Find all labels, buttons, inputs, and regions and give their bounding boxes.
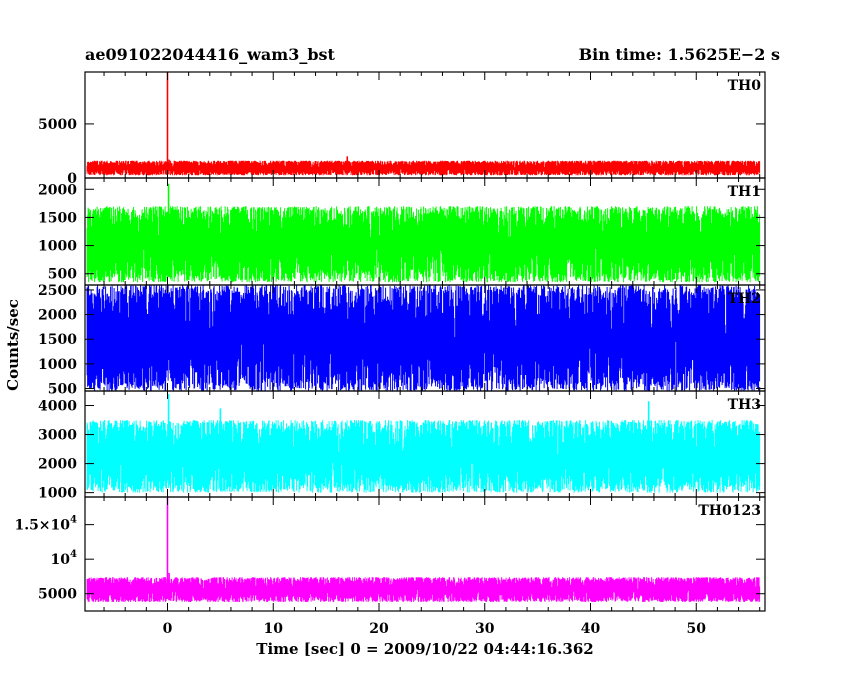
x-tick-label: 50 [687, 621, 707, 637]
x-tick-label: 0 [163, 621, 173, 637]
panel-th0123: 5000 104 1.5×104 TH0123 [14, 496, 766, 612]
series-th0123 [86, 577, 761, 602]
y-tick-exponent: 4 [70, 515, 77, 526]
x-tick-labels: 0 10 20 30 40 50 [163, 621, 707, 637]
y-tick-label-th2: 500 [48, 382, 77, 398]
panel-frame-th0123 [84, 496, 766, 612]
bin-time-label: Bin time: 1.5625E−2 s [579, 45, 780, 64]
y-tick-label-th0123: 1.5×104 [14, 515, 77, 534]
panel-label-th0: TH0 [728, 78, 762, 94]
y-tick-label-th3: 3000 [38, 428, 77, 444]
y-tick-label-th2: 2500 [38, 283, 77, 299]
y-tick-label-th3: 4000 [38, 399, 77, 415]
x-tick-label: 30 [475, 621, 495, 637]
panel-label-th0123: TH0123 [698, 503, 761, 519]
panel-th2: 500 1000 1500 2000 2500 TH2 [38, 283, 766, 398]
y-tick-label-th2: 1500 [38, 332, 77, 348]
y-tick-exponent: 4 [70, 549, 77, 560]
y-tick-label-th1: 500 [48, 267, 77, 283]
y-axis-label: Counts/sec [4, 299, 22, 391]
panels: 0 5000 TH0 500 1000 1500 2000 TH1 500 1000 1500 200… [14, 71, 766, 612]
panel-th1: 500 1000 1500 2000 TH1 [38, 177, 766, 286]
x-axis-label: Time [sec] 0 = 2009/10/22 04:44:16.362 [256, 640, 593, 658]
series-th0 [86, 160, 761, 176]
y-tick-label-th0: 5000 [38, 117, 77, 133]
y-tick-label-th0123: 5000 [38, 587, 77, 603]
panel-label-th3: TH3 [728, 397, 761, 413]
y-tick-label-th3: 1000 [38, 486, 77, 502]
x-tick-label: 10 [264, 621, 284, 637]
y-tick-label-th0: 0 [67, 171, 77, 187]
x-tick-label: 40 [581, 621, 601, 637]
panel-label-th1: TH1 [728, 184, 761, 200]
chart-title: ae091022044416_wam3_bst [85, 45, 336, 64]
series-th2 [86, 285, 761, 391]
panel-label-th2: TH2 [728, 291, 761, 307]
y-tick-label-th1: 1000 [38, 239, 77, 255]
y-tick-label-th1: 1500 [38, 210, 77, 226]
y-tick-label-th3: 2000 [38, 457, 77, 473]
x-tick-label: 20 [369, 621, 389, 637]
series-th3 [86, 420, 761, 493]
y-tick-label-th1: 2000 [38, 182, 77, 198]
y-tick-label-th0123: 104 [51, 549, 77, 568]
panel-th3: 1000 2000 3000 4000 TH3 [38, 390, 766, 502]
series-th1 [86, 206, 761, 283]
panel-th0: 0 5000 TH0 [38, 71, 766, 187]
y-tick-label-th2: 1000 [38, 357, 77, 373]
y-tick-label-th2: 2000 [38, 308, 77, 324]
